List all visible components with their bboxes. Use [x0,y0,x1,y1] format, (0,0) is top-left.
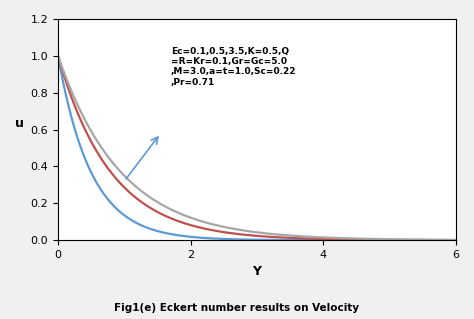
Text: Ec=0.1,0.5,3.5,K=0.5,Q
=R=Kr=0.1,Gr=Gc=5.0
,M=3.0,a=t=1.0,Sc=0.22
,Pr=0.71: Ec=0.1,0.5,3.5,K=0.5,Q =R=Kr=0.1,Gr=Gc=5… [171,47,296,87]
Y-axis label: u: u [15,117,24,130]
X-axis label: Y: Y [252,265,261,278]
Text: Fig1(e) Eckert number results on Velocity: Fig1(e) Eckert number results on Velocit… [114,303,360,313]
